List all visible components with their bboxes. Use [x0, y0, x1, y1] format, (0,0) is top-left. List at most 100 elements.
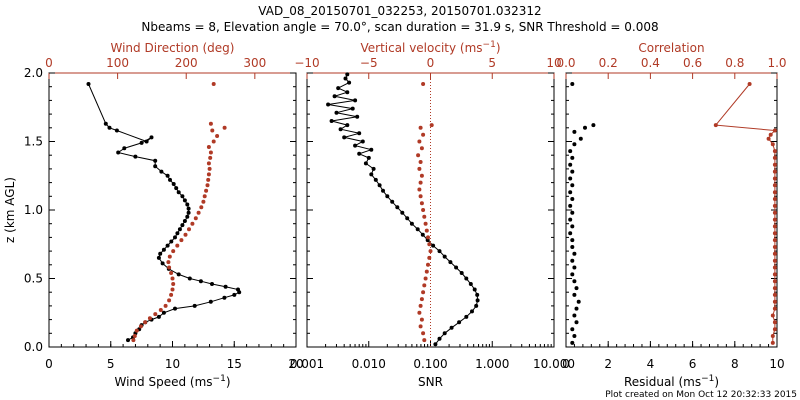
data-point [201, 199, 206, 204]
bottom-tick-label: 0.010 [352, 357, 386, 371]
data-point [426, 235, 430, 240]
data-point [423, 221, 428, 226]
data-point [149, 135, 154, 140]
data-point [381, 188, 385, 193]
data-point [132, 334, 137, 338]
data-point [772, 162, 777, 167]
data-point [409, 221, 414, 226]
data-point [171, 249, 176, 254]
data-point [772, 169, 777, 174]
data-point [418, 194, 423, 199]
plot-created-footer: Plot created on Mon Oct 12 20:32:33 2015 [605, 390, 797, 400]
data-point [170, 276, 175, 281]
data-point [772, 224, 777, 229]
data-point [770, 142, 775, 147]
data-point [114, 128, 119, 133]
data-point [167, 254, 172, 259]
data-point [428, 249, 433, 254]
data-point [185, 214, 190, 219]
data-point [772, 286, 777, 291]
data-point [572, 292, 577, 297]
data-point [371, 166, 376, 171]
data-point [574, 306, 579, 311]
data-point [468, 282, 473, 286]
data-point [180, 223, 185, 228]
data-point [770, 313, 775, 318]
y-tick-label: 1.5 [24, 135, 43, 149]
data-point [156, 314, 161, 319]
data-point [772, 217, 777, 222]
data-point [180, 194, 185, 199]
data-point [574, 286, 579, 291]
data-point [390, 199, 395, 204]
data-point [139, 140, 144, 145]
data-point [424, 228, 429, 233]
data-point [475, 292, 480, 297]
data-point [159, 169, 164, 174]
data-point [418, 180, 423, 185]
data-point [357, 151, 362, 156]
data-point [147, 316, 152, 321]
data-point [185, 202, 190, 207]
data-point [332, 94, 337, 99]
data-point [772, 149, 777, 154]
data-point [353, 143, 358, 148]
data-point [133, 154, 138, 159]
data-point [156, 255, 161, 260]
data-point [421, 331, 426, 336]
data-point [576, 299, 581, 304]
data-point [572, 334, 577, 338]
bottom-tick-label: 15 [227, 357, 242, 371]
bottom-tick-label: 0.001 [290, 357, 324, 371]
data-point [772, 251, 777, 256]
data-point [167, 265, 172, 270]
data-point [770, 340, 775, 345]
data-point [570, 210, 575, 215]
top-tick-label: 100 [106, 56, 129, 70]
data-point [568, 162, 573, 167]
data-point [355, 114, 360, 119]
data-point [417, 187, 422, 192]
data-point [353, 98, 358, 103]
data-point [415, 227, 420, 232]
data-point [377, 183, 382, 188]
data-point [474, 303, 479, 308]
data-point [174, 186, 179, 191]
data-point [206, 172, 211, 177]
snr-vertical-velocity-panel: 0.001 0.010 0.100 1.000 10.000 SNR −10 −5 0 5 10 Ve… [290, 40, 575, 389]
top-tick-label: 200 [175, 56, 198, 70]
data-point [419, 317, 424, 322]
data-point [171, 182, 176, 186]
bottom-tick-label: 20 [288, 357, 303, 371]
data-point [572, 142, 577, 147]
data-point [161, 310, 166, 315]
data-point [199, 205, 204, 210]
data-point [418, 125, 423, 130]
series-line [714, 83, 777, 343]
data-point [198, 279, 203, 284]
data-point [417, 310, 422, 315]
data-point [196, 210, 201, 215]
data-point [442, 331, 447, 336]
data-point [236, 287, 240, 292]
data-point [347, 80, 352, 85]
data-point [183, 232, 188, 237]
data-point [107, 125, 112, 130]
data-point [418, 160, 423, 164]
data-point [182, 198, 187, 203]
top-tick-label: 0 [45, 56, 53, 70]
top-tick-label: −10 [294, 56, 319, 70]
data-point [433, 342, 438, 347]
data-point [427, 255, 432, 260]
data-point [772, 176, 777, 181]
data-point [454, 265, 459, 270]
data-point [169, 271, 174, 275]
data-point [143, 320, 148, 325]
data-point [153, 312, 158, 317]
bottom-tick-label: 5 [107, 357, 115, 371]
data-point [208, 150, 213, 155]
data-point [232, 292, 237, 297]
data-point [570, 245, 575, 249]
data-point [175, 243, 180, 248]
